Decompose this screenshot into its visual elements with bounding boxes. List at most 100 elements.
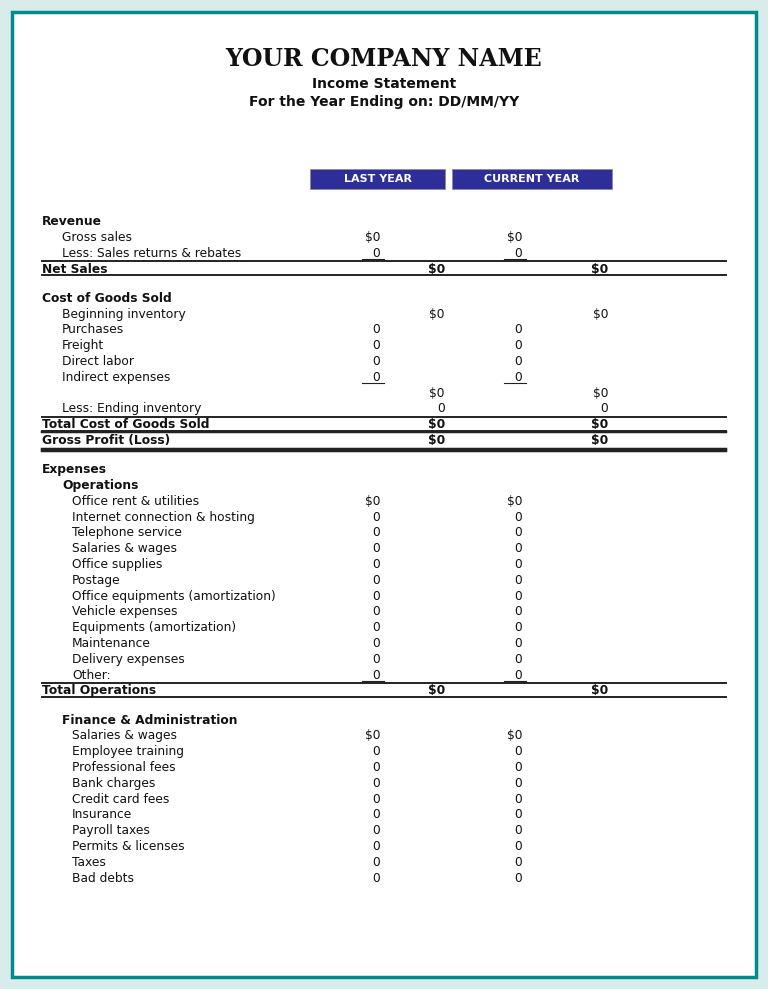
- Text: 0: 0: [372, 589, 380, 602]
- Text: 0: 0: [372, 669, 380, 681]
- Text: 0: 0: [372, 855, 380, 869]
- Text: Internet connection & hosting: Internet connection & hosting: [72, 510, 255, 523]
- Text: Office equipments (amortization): Office equipments (amortization): [72, 589, 276, 602]
- Text: 0: 0: [515, 605, 522, 618]
- Text: $0: $0: [365, 494, 380, 507]
- Text: 0: 0: [515, 808, 522, 822]
- Text: 0: 0: [372, 653, 380, 666]
- Text: 0: 0: [372, 746, 380, 759]
- Text: 0: 0: [515, 558, 522, 571]
- Text: 0: 0: [515, 653, 522, 666]
- Text: Beginning inventory: Beginning inventory: [62, 308, 186, 320]
- Text: Insurance: Insurance: [72, 808, 132, 822]
- Text: Maintenance: Maintenance: [72, 637, 151, 650]
- Text: 0: 0: [515, 762, 522, 774]
- Text: Gross sales: Gross sales: [62, 231, 132, 244]
- Text: $0: $0: [507, 231, 522, 244]
- Text: 0: 0: [515, 824, 522, 838]
- Text: Income Statement: Income Statement: [312, 77, 456, 91]
- Text: 0: 0: [372, 762, 380, 774]
- Text: $0: $0: [429, 387, 445, 400]
- Text: YOUR COMPANY NAME: YOUR COMPANY NAME: [226, 47, 542, 71]
- Text: $0: $0: [591, 263, 608, 276]
- Text: 0: 0: [515, 746, 522, 759]
- Text: Taxes: Taxes: [72, 855, 106, 869]
- Text: 0: 0: [515, 777, 522, 790]
- Text: Delivery expenses: Delivery expenses: [72, 653, 185, 666]
- Text: 0: 0: [372, 637, 380, 650]
- Bar: [310, 169, 445, 189]
- Text: Net Sales: Net Sales: [42, 263, 108, 276]
- Text: $0: $0: [591, 418, 608, 431]
- Text: 0: 0: [372, 371, 380, 384]
- Text: 0: 0: [515, 323, 522, 336]
- Text: $0: $0: [591, 684, 608, 697]
- Text: $0: $0: [592, 308, 608, 320]
- Text: 0: 0: [515, 669, 522, 681]
- Text: $0: $0: [365, 730, 380, 743]
- Text: Salaries & wages: Salaries & wages: [72, 542, 177, 555]
- Text: Purchases: Purchases: [62, 323, 124, 336]
- Text: 0: 0: [372, 808, 380, 822]
- Text: Expenses: Expenses: [42, 463, 107, 477]
- Text: 0: 0: [372, 621, 380, 634]
- Text: 0: 0: [515, 871, 522, 885]
- Text: $0: $0: [428, 263, 445, 276]
- Text: Bad debts: Bad debts: [72, 871, 134, 885]
- Text: 0: 0: [372, 526, 380, 539]
- Text: 0: 0: [372, 824, 380, 838]
- Text: Postage: Postage: [72, 574, 121, 586]
- Text: 0: 0: [515, 840, 522, 854]
- Text: 0: 0: [515, 637, 522, 650]
- Text: 0: 0: [372, 339, 380, 352]
- Text: Less: Sales returns & rebates: Less: Sales returns & rebates: [62, 247, 241, 260]
- Text: $0: $0: [365, 231, 380, 244]
- Text: Total Operations: Total Operations: [42, 684, 156, 697]
- Text: 0: 0: [515, 589, 522, 602]
- Text: 0: 0: [372, 840, 380, 854]
- Text: 0: 0: [372, 558, 380, 571]
- Text: $0: $0: [428, 434, 445, 447]
- Text: 0: 0: [515, 355, 522, 368]
- Text: 0: 0: [515, 542, 522, 555]
- Text: Professional fees: Professional fees: [72, 762, 176, 774]
- Text: Employee training: Employee training: [72, 746, 184, 759]
- Text: 0: 0: [372, 574, 380, 586]
- Text: $0: $0: [591, 434, 608, 447]
- Text: 0: 0: [372, 777, 380, 790]
- Text: $0: $0: [428, 684, 445, 697]
- Text: Revenue: Revenue: [42, 216, 102, 228]
- Text: 0: 0: [515, 792, 522, 806]
- Text: 0: 0: [515, 526, 522, 539]
- Text: 0: 0: [372, 355, 380, 368]
- Text: 0: 0: [515, 855, 522, 869]
- Text: 0: 0: [372, 542, 380, 555]
- Text: 0: 0: [515, 339, 522, 352]
- Text: LAST YEAR: LAST YEAR: [343, 174, 412, 184]
- Text: 0: 0: [372, 510, 380, 523]
- Text: Total Cost of Goods Sold: Total Cost of Goods Sold: [42, 418, 210, 431]
- Text: Credit card fees: Credit card fees: [72, 792, 170, 806]
- Text: 0: 0: [372, 247, 380, 260]
- Text: 0: 0: [515, 510, 522, 523]
- Text: $0: $0: [592, 387, 608, 400]
- Text: Payroll taxes: Payroll taxes: [72, 824, 150, 838]
- Text: $0: $0: [507, 494, 522, 507]
- Text: $0: $0: [429, 308, 445, 320]
- Text: 0: 0: [515, 574, 522, 586]
- Text: Finance & Administration: Finance & Administration: [62, 714, 237, 727]
- Text: Bank charges: Bank charges: [72, 777, 155, 790]
- Text: Operations: Operations: [62, 479, 138, 493]
- Text: Office rent & utilities: Office rent & utilities: [72, 494, 199, 507]
- Text: Telephone service: Telephone service: [72, 526, 182, 539]
- Text: 0: 0: [515, 621, 522, 634]
- Text: Freight: Freight: [62, 339, 104, 352]
- Bar: [452, 169, 612, 189]
- Text: Gross Profit (Loss): Gross Profit (Loss): [42, 434, 170, 447]
- Text: $0: $0: [507, 730, 522, 743]
- Text: Cost of Goods Sold: Cost of Goods Sold: [42, 292, 172, 305]
- Text: Less: Ending inventory: Less: Ending inventory: [62, 403, 201, 415]
- Text: Indirect expenses: Indirect expenses: [62, 371, 170, 384]
- Text: Office supplies: Office supplies: [72, 558, 162, 571]
- Text: 0: 0: [372, 792, 380, 806]
